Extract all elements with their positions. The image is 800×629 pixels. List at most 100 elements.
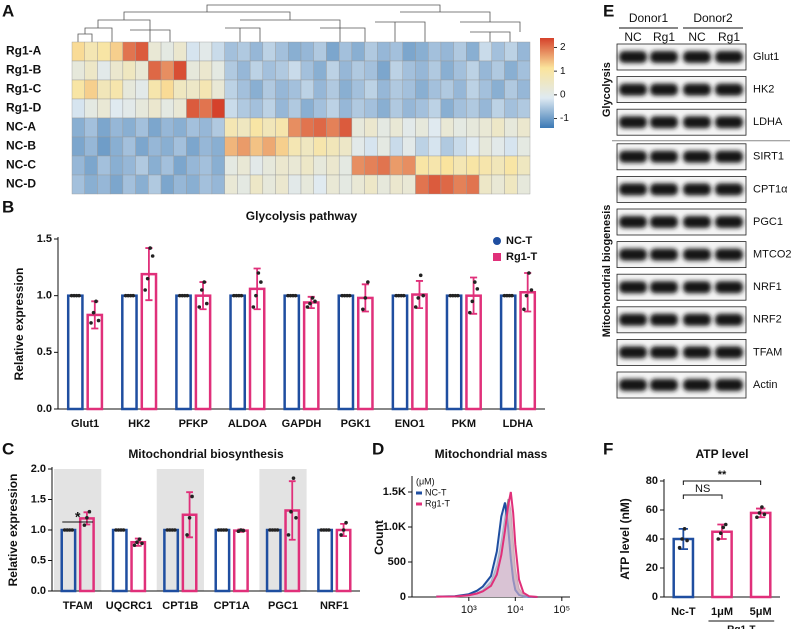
heatmap-cell bbox=[186, 41, 200, 62]
blot-band bbox=[715, 216, 743, 228]
heatmap-cell bbox=[288, 136, 302, 157]
heatmap-cell bbox=[402, 60, 416, 81]
heatmap-cell bbox=[428, 60, 442, 81]
heatmap-cell bbox=[173, 79, 187, 100]
heatmap-cell bbox=[199, 79, 213, 100]
row-label: NC-C bbox=[6, 158, 36, 172]
heatmap-cell bbox=[211, 98, 225, 119]
data-point bbox=[366, 280, 370, 284]
heatmap-cell bbox=[288, 41, 302, 62]
y-axis-label: Count bbox=[372, 520, 386, 555]
y-tick-label: 1.0 bbox=[31, 524, 46, 536]
x-tick-label: ALDOA bbox=[228, 418, 267, 430]
heatmap-cell bbox=[288, 98, 302, 119]
heatmap-cell bbox=[364, 79, 378, 100]
data-point bbox=[137, 537, 142, 541]
heatmap-cell bbox=[211, 174, 225, 195]
data-point bbox=[177, 293, 182, 298]
heatmap-cell bbox=[364, 136, 378, 157]
heatmap-cell bbox=[313, 136, 327, 157]
panel-label: B bbox=[2, 197, 14, 216]
heatmap-cell bbox=[148, 79, 162, 100]
heatmap-cell bbox=[211, 41, 225, 62]
data-point bbox=[190, 494, 194, 499]
heatmap-cell bbox=[428, 79, 442, 100]
heatmap-cell bbox=[109, 60, 124, 81]
error-bar bbox=[253, 267, 261, 311]
data-point bbox=[70, 528, 74, 532]
heatmap-cell bbox=[504, 98, 518, 119]
data-point bbox=[131, 293, 135, 298]
heatmap-cell bbox=[364, 174, 378, 195]
data-point bbox=[119, 528, 123, 532]
data-point bbox=[62, 528, 67, 532]
heatmap-cell bbox=[249, 174, 264, 195]
heatmap-cell bbox=[313, 117, 327, 138]
data-point bbox=[185, 293, 190, 298]
y-tick-label: 80 bbox=[646, 475, 658, 487]
data-point bbox=[241, 528, 246, 533]
heatmap-cell bbox=[275, 117, 289, 138]
heatmap-cell bbox=[160, 174, 174, 195]
data-point bbox=[451, 293, 455, 298]
heatmap-cell bbox=[237, 60, 251, 81]
data-point bbox=[85, 516, 89, 520]
heatmap-cell bbox=[97, 98, 111, 119]
protein-label: Glut1 bbox=[753, 51, 779, 63]
heatmap-cell bbox=[377, 174, 391, 195]
protein-label: LDHA bbox=[753, 116, 783, 128]
heatmap-cell bbox=[262, 60, 276, 81]
heatmap-cell bbox=[300, 136, 314, 157]
blot-band bbox=[650, 313, 678, 326]
heatmap-cell bbox=[122, 98, 136, 119]
heatmap-cell bbox=[148, 60, 162, 81]
blot-band bbox=[619, 116, 647, 129]
heatmap-cell bbox=[186, 155, 200, 176]
heatmap-cell bbox=[313, 174, 327, 195]
x-tick-label: PKM bbox=[452, 418, 476, 430]
heatmap-cell bbox=[288, 79, 302, 100]
x-tick-label: CPT1B bbox=[162, 600, 198, 612]
data-point bbox=[96, 318, 101, 323]
bar bbox=[194, 294, 212, 411]
heatmap-cell bbox=[428, 136, 442, 157]
heatmap-cell bbox=[377, 98, 391, 119]
heatmap-cell bbox=[440, 155, 454, 176]
blot-band bbox=[715, 379, 743, 391]
y-tick-label: 1.5 bbox=[37, 233, 52, 245]
data-point bbox=[94, 299, 98, 304]
data-point bbox=[168, 528, 172, 532]
data-point bbox=[268, 528, 272, 532]
legend-label: Rg1-T bbox=[506, 251, 537, 263]
heatmap-cell bbox=[186, 79, 200, 100]
heatmap-cell bbox=[415, 136, 429, 157]
x-tick-label: TFAM bbox=[63, 600, 93, 612]
heatmap-cell bbox=[249, 98, 264, 119]
heatmap-cell bbox=[122, 174, 136, 195]
y-tick-label: 1.0 bbox=[37, 290, 52, 302]
data-point bbox=[294, 516, 298, 520]
blot-band bbox=[650, 183, 678, 196]
bar bbox=[232, 529, 249, 593]
legend-marker bbox=[493, 237, 501, 245]
heatmap-cell bbox=[275, 136, 289, 157]
blot-band bbox=[715, 313, 743, 326]
y-tick-label: 500 bbox=[388, 556, 406, 568]
data-point bbox=[148, 246, 152, 250]
data-point bbox=[273, 528, 277, 532]
panel-label: A bbox=[2, 1, 14, 20]
heatmap-cell bbox=[300, 41, 314, 62]
blot-band bbox=[650, 281, 678, 294]
data-point bbox=[293, 293, 298, 298]
blot-band bbox=[715, 248, 743, 261]
data-point bbox=[140, 541, 144, 546]
heatmap-cell bbox=[275, 155, 289, 176]
heatmap-cell bbox=[160, 136, 174, 157]
data-point bbox=[324, 528, 329, 532]
chart-title: Mitochondrial biosynthesis bbox=[128, 447, 284, 461]
blot-band bbox=[683, 281, 711, 294]
heatmap-cell bbox=[71, 41, 85, 62]
heatmap-cell bbox=[466, 79, 480, 100]
data-point bbox=[762, 512, 767, 517]
